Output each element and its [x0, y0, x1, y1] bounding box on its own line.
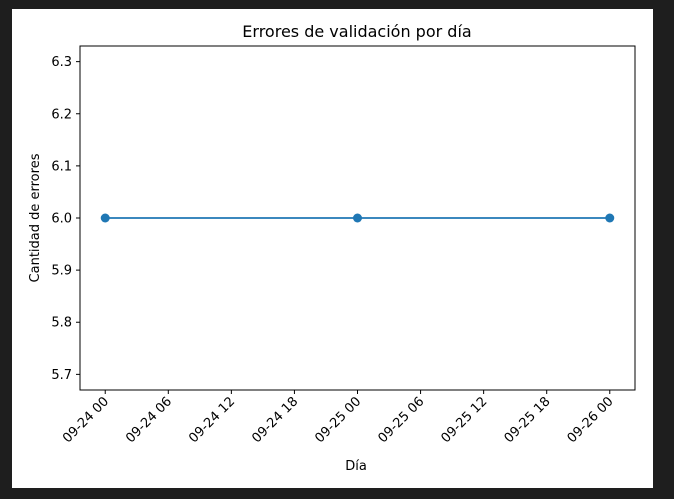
x-tick-label: 09-24 00: [60, 394, 112, 446]
y-axis: 5.7 5.8 5.9 6.0 6.1 6.2 6.3: [51, 55, 80, 383]
data-point: [100, 213, 110, 223]
x-tick-label: 09-25 06: [375, 394, 427, 446]
chart-figure: Errores de validación por día 5.7 5.8 5.9 6…: [12, 9, 653, 488]
x-tick-label: 09-26 00: [565, 394, 617, 446]
y-axis-label: Cantidad de errores: [28, 153, 43, 282]
x-tick-label: 09-25 12: [439, 394, 491, 446]
line-chart: Errores de validación por día 5.7 5.8 5.9 6…: [28, 22, 636, 474]
data-point: [605, 213, 615, 223]
x-tick-label: 09-24 18: [249, 394, 301, 446]
x-tick-label: 09-24 12: [186, 394, 238, 446]
y-tick-label: 5.9: [51, 264, 72, 279]
x-tick-label: 09-24 06: [123, 394, 175, 446]
x-axis-label: Día: [345, 459, 367, 474]
x-tick-label: 09-25 00: [312, 394, 364, 446]
y-tick-label: 5.8: [51, 316, 72, 331]
x-tick-label: 09-25 18: [502, 394, 554, 446]
y-tick-label: 5.7: [51, 368, 72, 383]
y-tick-label: 6.2: [51, 107, 72, 122]
y-tick-label: 6.0: [51, 212, 72, 227]
y-tick-label: 6.1: [51, 159, 72, 174]
y-tick-label: 6.3: [51, 55, 72, 70]
data-point: [353, 213, 362, 223]
series-group: [100, 213, 615, 223]
x-axis: 09-24 00 09-24 06 09-24 12 09-24 18 09-25 00…: [60, 390, 617, 446]
chart-title: Errores de validación por día: [242, 22, 471, 41]
